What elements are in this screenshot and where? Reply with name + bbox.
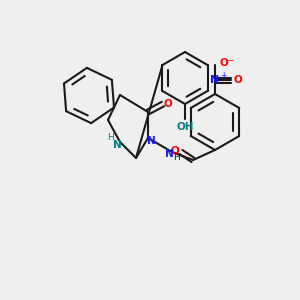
Text: N: N [112, 140, 122, 150]
Text: O: O [234, 75, 243, 85]
Text: O: O [171, 146, 179, 156]
Text: H: H [174, 154, 180, 163]
Text: N: N [165, 149, 173, 159]
Text: O: O [164, 99, 172, 109]
Text: N: N [210, 75, 220, 85]
Text: OH: OH [176, 122, 194, 132]
Text: O: O [219, 58, 228, 68]
Text: H: H [106, 134, 113, 142]
Text: −: − [226, 56, 233, 64]
Text: +: + [220, 70, 226, 80]
Text: N: N [147, 136, 155, 146]
